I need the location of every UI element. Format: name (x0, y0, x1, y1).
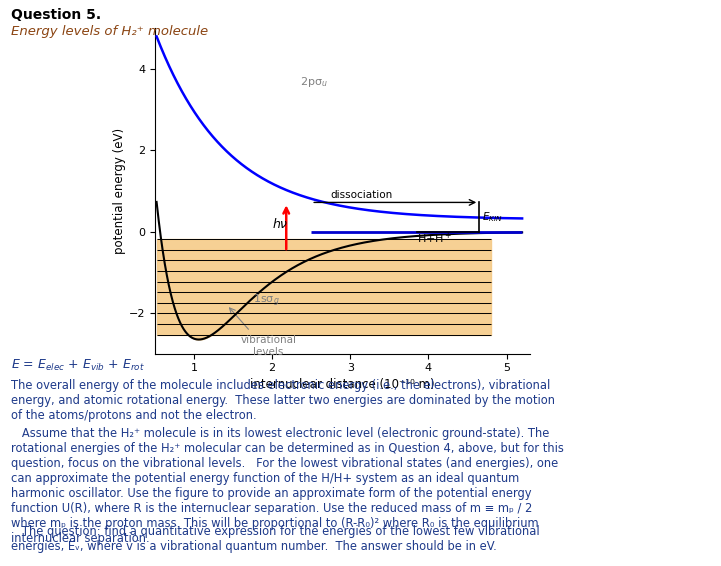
Text: E = E$_{elec}$ + E$_{vib}$ + E$_{rot}$: E = E$_{elec}$ + E$_{vib}$ + E$_{rot}$ (11, 358, 145, 373)
Text: hν: hν (273, 218, 288, 230)
Text: Assume that the H₂⁺ molecule is in its lowest electronic level (electronic groun: Assume that the H₂⁺ molecule is in its l… (11, 427, 564, 545)
Text: The question: find a quantitative expression for the energies of the lowest few : The question: find a quantitative expres… (11, 525, 539, 553)
Text: dissociation: dissociation (331, 190, 393, 200)
Text: 2pσ$_u$: 2pσ$_u$ (299, 75, 327, 89)
Text: 1sσ$_g$: 1sσ$_g$ (252, 292, 279, 308)
Text: $E_{KIN}$: $E_{KIN}$ (482, 210, 503, 224)
Text: vibrational
levels: vibrational levels (240, 336, 296, 357)
Text: H+H$^+$: H+H$^+$ (417, 231, 452, 246)
Y-axis label: potential energy (eV): potential energy (eV) (113, 128, 126, 254)
Text: Energy levels of H₂⁺ molecule: Energy levels of H₂⁺ molecule (11, 25, 208, 38)
Text: The overall energy of the molecule includes electronic energy (i.e., the electro: The overall energy of the molecule inclu… (11, 379, 555, 422)
X-axis label: internuclear distance (10⁻¹⁰ m): internuclear distance (10⁻¹⁰ m) (250, 378, 435, 391)
Text: Question 5.: Question 5. (11, 8, 101, 23)
